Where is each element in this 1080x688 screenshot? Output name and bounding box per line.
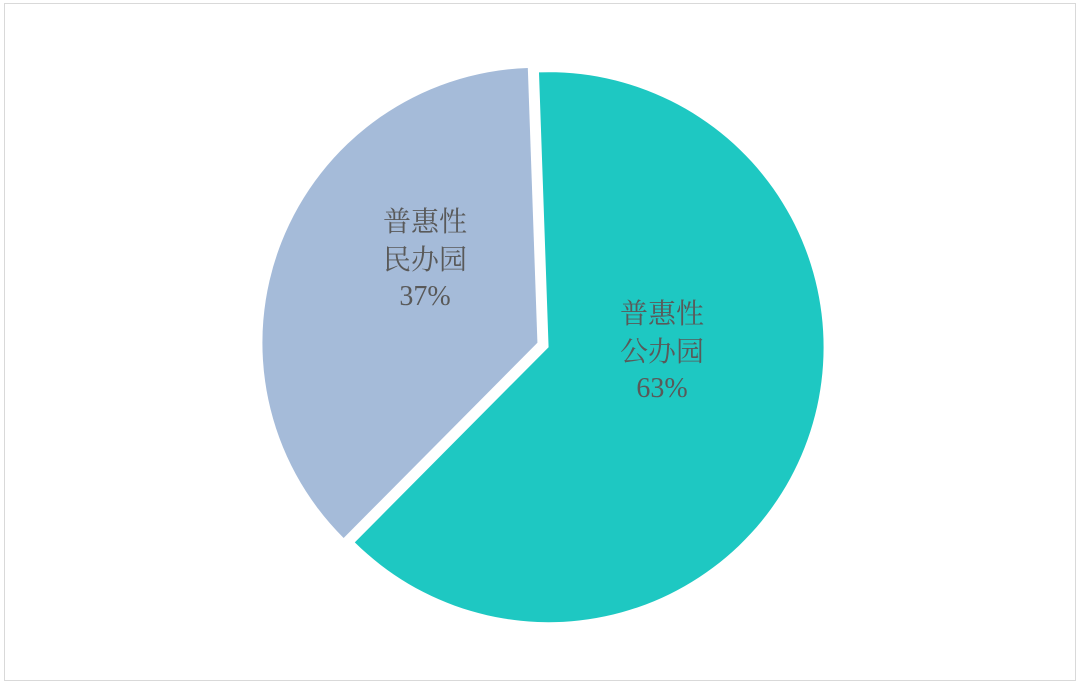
pie-label-public-line1: 普惠性 xyxy=(620,294,704,332)
chart-frame: 普惠性 公办园 63% 普惠性 民办园 37% xyxy=(4,3,1076,681)
pie-label-private: 普惠性 民办园 37% xyxy=(383,202,467,315)
pie-label-private-percent: 37% xyxy=(383,278,467,316)
pie-label-public-percent: 63% xyxy=(620,370,704,408)
pie-chart-svg xyxy=(5,4,1077,682)
pie-label-private-line2: 民办园 xyxy=(383,240,467,278)
pie-label-public-line2: 公办园 xyxy=(620,332,704,370)
pie-label-public: 普惠性 公办园 63% xyxy=(620,294,704,407)
pie-label-private-line1: 普惠性 xyxy=(383,202,467,240)
